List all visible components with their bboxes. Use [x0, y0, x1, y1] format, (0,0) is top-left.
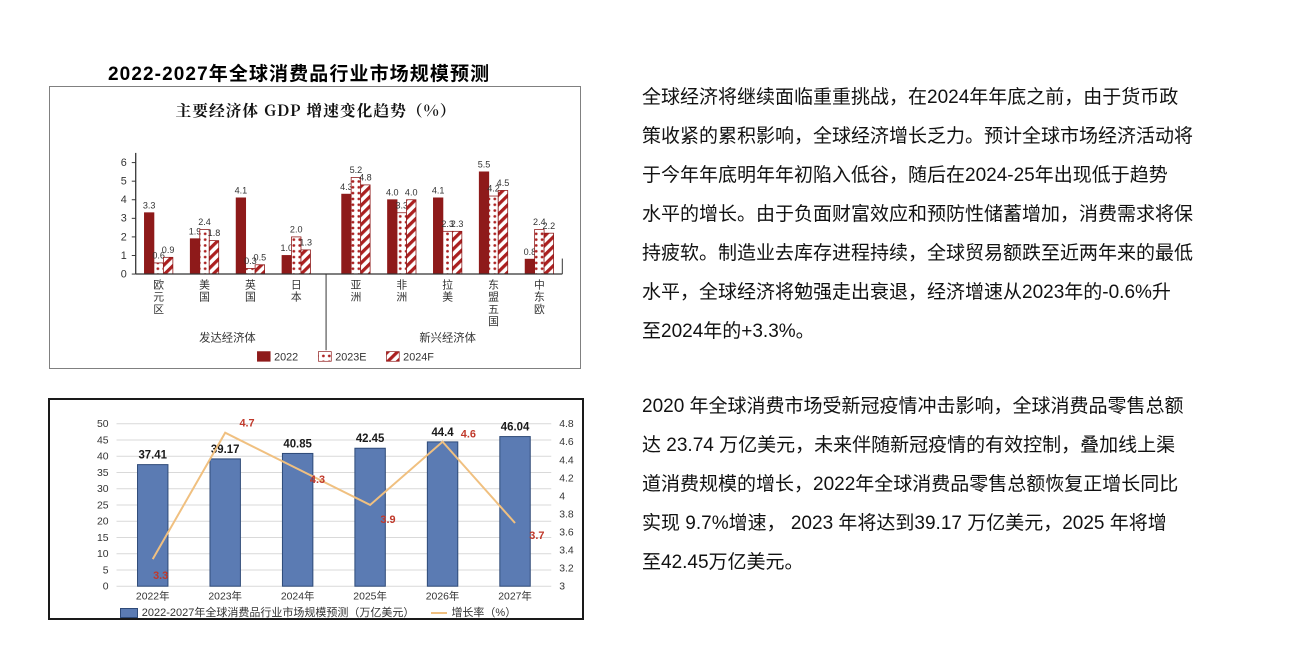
svg-text:4: 4 — [559, 491, 565, 502]
svg-text:45: 45 — [97, 435, 109, 446]
svg-text:亚洲: 亚洲 — [350, 280, 361, 304]
svg-text:2023年: 2023年 — [208, 590, 242, 603]
svg-text:5.5: 5.5 — [478, 160, 491, 170]
svg-text:0.5: 0.5 — [254, 252, 267, 262]
svg-text:20: 20 — [97, 517, 109, 528]
svg-text:0.9: 0.9 — [162, 245, 175, 255]
svg-text:中东欧: 中东欧 — [534, 279, 545, 316]
svg-text:非洲: 非洲 — [396, 280, 407, 304]
svg-text:4.6: 4.6 — [461, 429, 476, 441]
svg-text:35: 35 — [97, 468, 109, 479]
svg-text:42.45: 42.45 — [356, 433, 385, 445]
svg-text:主要经济体 GDP 增速变化趋势（%）: 主要经济体 GDP 增速变化趋势（%） — [175, 99, 456, 121]
svg-text:2.2: 2.2 — [543, 221, 556, 231]
svg-text:0: 0 — [103, 582, 109, 593]
svg-text:4.1: 4.1 — [235, 186, 248, 196]
svg-text:3.6: 3.6 — [559, 528, 574, 539]
svg-text:2022年: 2022年 — [136, 590, 170, 603]
svg-text:4: 4 — [121, 194, 127, 206]
svg-text:37.41: 37.41 — [138, 450, 167, 462]
svg-text:2025年: 2025年 — [353, 590, 387, 603]
svg-text:1.8: 1.8 — [208, 228, 221, 238]
svg-text:3.2: 3.2 — [559, 564, 574, 575]
svg-text:日本: 日本 — [291, 280, 302, 304]
svg-text:4.8: 4.8 — [359, 173, 372, 183]
svg-text:2022: 2022 — [274, 351, 298, 363]
svg-text:1: 1 — [121, 250, 127, 262]
svg-text:2026年: 2026年 — [426, 590, 460, 603]
svg-text:美国: 美国 — [199, 279, 210, 304]
svg-text:4.5: 4.5 — [497, 178, 510, 188]
svg-text:3: 3 — [121, 213, 127, 225]
svg-text:1.3: 1.3 — [299, 238, 312, 248]
svg-text:3.7: 3.7 — [529, 530, 544, 542]
svg-text:英国: 英国 — [245, 279, 256, 304]
svg-text:3: 3 — [559, 582, 565, 593]
svg-text:2024F: 2024F — [403, 351, 434, 363]
svg-text:3.9: 3.9 — [380, 514, 395, 526]
svg-text:4.0: 4.0 — [386, 187, 399, 197]
svg-text:4.6: 4.6 — [559, 437, 574, 448]
svg-text:发达经济体: 发达经济体 — [199, 330, 256, 344]
svg-text:50: 50 — [97, 419, 109, 430]
svg-text:30: 30 — [97, 484, 109, 495]
svg-text:4.8: 4.8 — [559, 419, 574, 430]
svg-text:5: 5 — [121, 176, 127, 188]
svg-text:拉美: 拉美 — [442, 279, 453, 304]
svg-text:2.0: 2.0 — [290, 225, 303, 235]
svg-text:东盟五国: 东盟五国 — [488, 279, 499, 328]
svg-text:3.3: 3.3 — [153, 570, 168, 582]
svg-text:2024年: 2024年 — [281, 590, 315, 603]
svg-text:欧元区: 欧元区 — [153, 280, 164, 316]
svg-text:44.4: 44.4 — [431, 427, 454, 439]
svg-text:0: 0 — [121, 269, 127, 281]
svg-text:40.85: 40.85 — [283, 438, 312, 450]
svg-text:4.4: 4.4 — [559, 455, 574, 466]
svg-text:5: 5 — [103, 565, 109, 576]
svg-text:40: 40 — [97, 452, 109, 463]
svg-text:4.2: 4.2 — [559, 473, 574, 484]
svg-text:3.4: 3.4 — [559, 546, 574, 557]
svg-text:2027年: 2027年 — [498, 590, 532, 603]
svg-text:4.1: 4.1 — [432, 186, 445, 196]
svg-text:15: 15 — [97, 533, 109, 544]
svg-text:3.8: 3.8 — [559, 509, 574, 520]
svg-text:2023E: 2023E — [335, 351, 366, 363]
svg-text:3.3: 3.3 — [143, 200, 156, 210]
svg-text:6: 6 — [121, 157, 127, 169]
svg-text:2.3: 2.3 — [451, 219, 464, 229]
svg-text:10: 10 — [97, 549, 109, 560]
svg-text:2: 2 — [121, 231, 127, 243]
svg-text:新兴经济体: 新兴经济体 — [419, 330, 476, 344]
svg-text:4.7: 4.7 — [239, 418, 254, 430]
svg-text:4.3: 4.3 — [310, 474, 325, 486]
svg-text:4.0: 4.0 — [405, 187, 418, 197]
svg-text:46.04: 46.04 — [501, 422, 530, 434]
svg-text:2.4: 2.4 — [198, 217, 211, 227]
svg-text:25: 25 — [97, 500, 109, 511]
